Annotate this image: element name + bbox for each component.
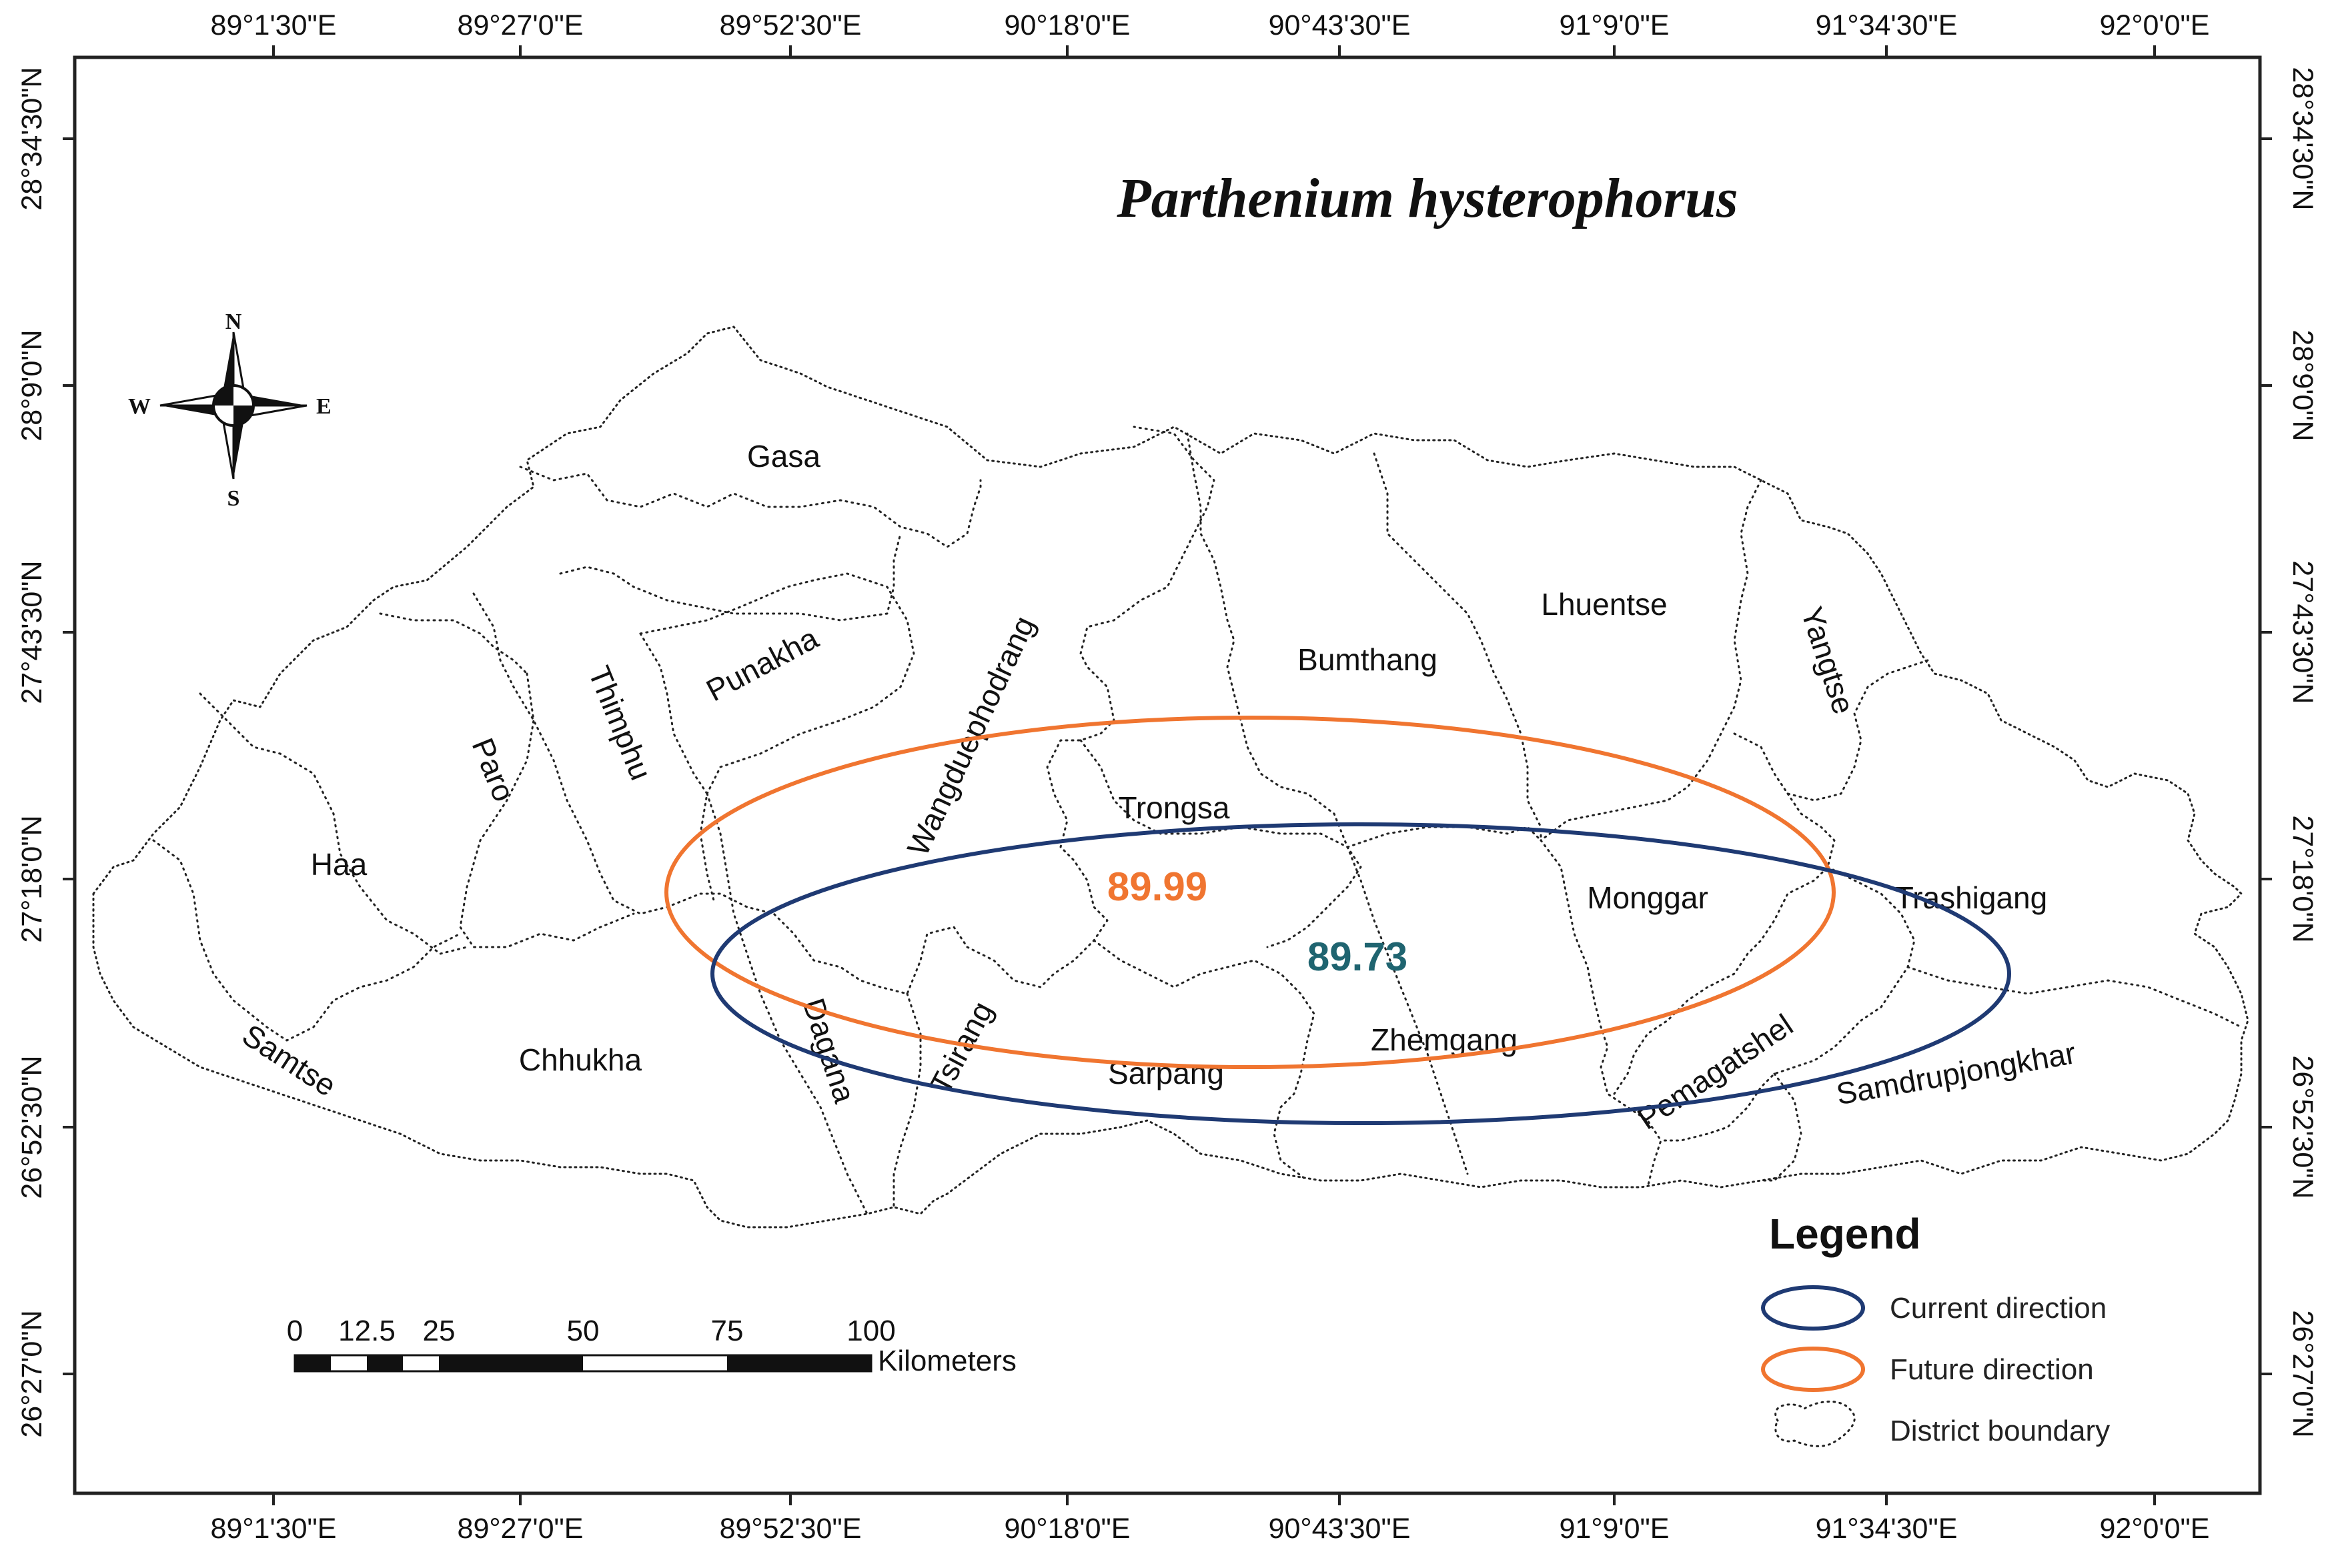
scale-tick-75: 75 — [711, 1315, 744, 1347]
district-label-sarpang: Sarpang — [1108, 1056, 1224, 1090]
lon-label-top-1: 89°1'30"E — [211, 9, 337, 41]
district-label-haa: Haa — [311, 847, 368, 882]
scale-tick-0: 0 — [287, 1315, 303, 1347]
lon-label-top-5: 90°43'30"E — [1269, 9, 1411, 41]
district-label-trongsa: Trongsa — [1118, 790, 1229, 825]
lon-label-top-8: 92°0'0"E — [2099, 9, 2209, 41]
lon-label-bottom-1: 89°1'30"E — [211, 1513, 337, 1545]
lat-label-left-5: 26°52'30"N — [16, 1055, 48, 1199]
district-boundaries — [152, 426, 2243, 1215]
current-direction-value: 89.73 — [1307, 934, 1407, 979]
lat-label-left-4: 27°18'0"N — [16, 815, 48, 942]
district-label-chhukha: Chhukha — [519, 1042, 642, 1077]
legend: Legend Current direction Future directio… — [1761, 1210, 2110, 1447]
compass-w: W — [128, 394, 151, 419]
compass-rose: N S E W — [128, 309, 332, 511]
north-arrow-icon — [159, 331, 308, 480]
scale-bar: 0 12.5 25 50 75 100 Kilometers — [287, 1315, 1017, 1377]
map-title: Parthenium hysterophorus — [1116, 167, 1738, 229]
scale-tick-25: 25 — [423, 1315, 456, 1347]
lat-label-left-2: 28°9'0"N — [16, 329, 48, 441]
lat-label-left-3: 27°43'30"N — [16, 560, 48, 704]
lon-label-bottom-5: 90°43'30"E — [1269, 1513, 1411, 1545]
legend-swatch-future — [1761, 1347, 1865, 1392]
district-label-monggar: Monggar — [1587, 880, 1708, 915]
lat-label-right-5: 26°52'30"N — [2287, 1055, 2319, 1199]
lon-label-bottom-8: 92°0'0"E — [2099, 1513, 2209, 1545]
district-label-lhuentse: Lhuentse — [1541, 587, 1667, 622]
lon-label-top-2: 89°27'0"E — [458, 9, 584, 41]
lon-label-top-6: 91°9'0"E — [1559, 9, 1669, 41]
compass-e: E — [316, 394, 332, 419]
lon-label-bottom-3: 89°52'30"E — [720, 1513, 862, 1545]
legend-label-future: Future direction — [1890, 1353, 2094, 1386]
lat-label-right-1: 28°34'30"N — [2287, 67, 2319, 210]
legend-swatch-current — [1761, 1285, 1865, 1331]
compass-s: S — [227, 486, 240, 511]
lat-label-left-6: 26°27'0"N — [16, 1310, 48, 1437]
lon-label-bottom-2: 89°27'0"E — [458, 1513, 584, 1545]
future-direction-ellipse — [664, 716, 1836, 1069]
legend-swatch-boundary — [1774, 1401, 1856, 1447]
lon-label-top-7: 91°34'30"E — [1816, 9, 1958, 41]
lon-label-top-3: 89°52'30"E — [720, 9, 862, 41]
legend-label-boundary: District boundary — [1890, 1415, 2110, 1447]
legend-label-current: Current direction — [1890, 1292, 2107, 1325]
future-direction-value: 89.99 — [1107, 864, 1207, 909]
scale-tick-12-5: 12.5 — [338, 1315, 396, 1347]
scale-tick-50: 50 — [567, 1315, 600, 1347]
frame-tick-marks — [63, 45, 2272, 1505]
lat-label-right-4: 27°18'0"N — [2287, 815, 2319, 942]
compass-n: N — [225, 309, 242, 334]
district-label-gasa: Gasa — [747, 439, 820, 474]
lon-label-bottom-7: 91°34'30"E — [1816, 1513, 1958, 1545]
lat-label-left-1: 28°34'30"N — [16, 67, 48, 210]
district-label-bumthang: Bumthang — [1297, 642, 1437, 677]
lat-label-right-6: 26°27'0"N — [2287, 1310, 2319, 1437]
lat-label-right-3: 27°43'30"N — [2287, 560, 2319, 704]
lat-label-right-2: 28°9'0"N — [2287, 329, 2319, 441]
lon-label-bottom-4: 90°18'0"E — [1005, 1513, 1131, 1545]
current-direction-ellipse — [710, 822, 2011, 1125]
lon-label-bottom-6: 91°9'0"E — [1559, 1513, 1669, 1545]
lon-label-top-4: 90°18'0"E — [1005, 9, 1131, 41]
legend-title: Legend — [1769, 1210, 1921, 1258]
scale-tick-100: 100 — [846, 1315, 895, 1347]
scale-unit: Kilometers — [878, 1345, 1017, 1377]
